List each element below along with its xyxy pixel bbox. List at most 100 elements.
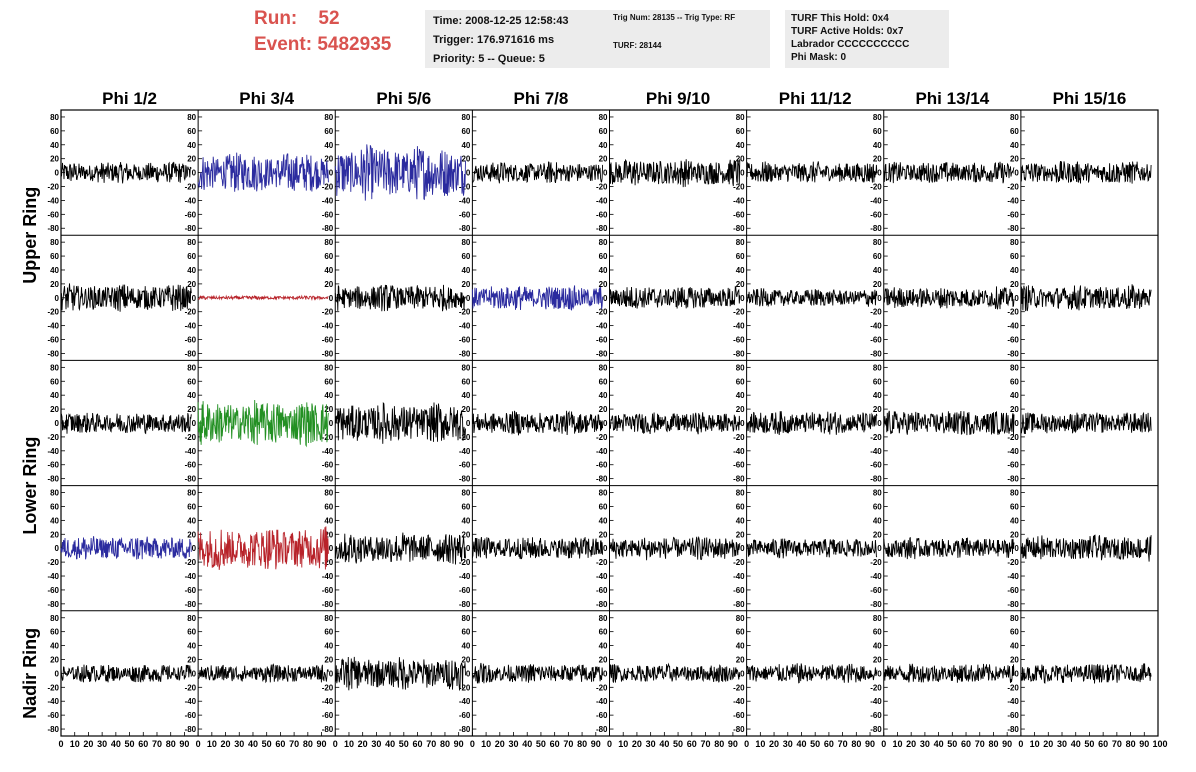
y-tick-label: 40 — [599, 391, 608, 400]
y-tick-label: 80 — [599, 238, 608, 247]
waveform-trace — [1020, 160, 1152, 184]
y-tick-label: 0 — [466, 294, 471, 303]
y-tick-label: 80 — [736, 489, 745, 498]
y-tick-label: 40 — [736, 391, 745, 400]
x-tick-label: 0 — [881, 739, 886, 749]
y-tick-label: -80 — [459, 475, 471, 484]
x-tick-label: 10 — [1030, 739, 1040, 749]
y-tick-label: 60 — [599, 127, 608, 136]
x-tick-label: 70 — [838, 739, 848, 749]
y-tick-label: 0 — [192, 669, 197, 678]
y-tick-label: 40 — [50, 266, 59, 275]
y-tick-label: 20 — [461, 155, 470, 164]
waveform-trace — [334, 532, 466, 565]
x-tick-label: 10 — [70, 739, 80, 749]
x-tick-label: 80 — [577, 739, 587, 749]
y-tick-label: -80 — [870, 224, 882, 233]
trig-num-text: Trig Num: 28135 -- Trig Type: RF — [613, 13, 736, 22]
y-tick-label: 0 — [192, 419, 197, 428]
y-tick-label: 0 — [466, 669, 471, 678]
y-tick-label: -20 — [733, 558, 745, 567]
y-tick-label: 20 — [1010, 655, 1019, 664]
y-tick-label: 20 — [324, 530, 333, 539]
x-tick-label: 90 — [1002, 739, 1012, 749]
y-tick-label: -60 — [1007, 336, 1019, 345]
x-tick-label: 20 — [1043, 739, 1053, 749]
y-tick-label: 80 — [187, 363, 196, 372]
waveform-trace — [746, 538, 878, 559]
y-tick-label: -40 — [870, 572, 882, 581]
y-tick-label: -20 — [870, 308, 882, 317]
y-tick-label: 60 — [873, 377, 882, 386]
y-tick-label: 40 — [873, 516, 882, 525]
x-tick-label: 50 — [673, 739, 683, 749]
y-tick-label: 0 — [466, 419, 471, 428]
y-tick-label: 60 — [187, 377, 196, 386]
y-tick-label: 60 — [324, 252, 333, 261]
x-tick-label: 10 — [344, 739, 354, 749]
y-tick-label: -20 — [596, 683, 608, 692]
x-tick-label: 80 — [303, 739, 313, 749]
waveform-trace — [1020, 284, 1152, 312]
y-tick-label: 80 — [50, 113, 59, 122]
waveform-trace — [883, 161, 1015, 184]
y-tick-label: -60 — [459, 461, 471, 470]
y-tick-label: -40 — [322, 697, 334, 706]
y-tick-label: 80 — [736, 113, 745, 122]
y-tick-label: 60 — [873, 502, 882, 511]
waveform-trace — [60, 664, 192, 683]
y-tick-label: 80 — [187, 614, 196, 623]
y-tick-label: 0 — [1014, 294, 1019, 303]
y-tick-label: -40 — [185, 447, 197, 456]
y-tick-label: 60 — [873, 127, 882, 136]
y-tick-label: 0 — [1014, 669, 1019, 678]
waveform-trace — [197, 663, 329, 684]
y-tick-label: 60 — [187, 252, 196, 261]
x-tick-label: 60 — [413, 739, 423, 749]
y-tick-label: 0 — [877, 544, 882, 553]
y-tick-label: 40 — [599, 642, 608, 651]
x-tick-label: 90 — [591, 739, 601, 749]
y-tick-label: 60 — [324, 502, 333, 511]
x-tick-label: 40 — [248, 739, 258, 749]
y-tick-label: 20 — [187, 655, 196, 664]
x-tick-label: 30 — [234, 739, 244, 749]
y-tick-label: -60 — [596, 336, 608, 345]
y-tick-label: -80 — [459, 600, 471, 609]
waveform-trace — [883, 537, 1015, 560]
waveform-trace — [471, 285, 604, 311]
y-tick-label: -80 — [185, 349, 197, 358]
x-tick-label: 30 — [646, 739, 656, 749]
x-tick-label: 100 — [1152, 739, 1167, 749]
y-tick-label: -20 — [185, 558, 197, 567]
x-tick-label: 60 — [961, 739, 971, 749]
y-tick-label: 60 — [461, 502, 470, 511]
y-tick-label: -80 — [185, 475, 197, 484]
y-tick-label: -40 — [459, 697, 471, 706]
waveform-trace — [883, 286, 1015, 310]
y-tick-label: -60 — [47, 336, 59, 345]
y-tick-label: 80 — [50, 363, 59, 372]
y-tick-label: 60 — [736, 502, 745, 511]
y-tick-label: 40 — [461, 266, 470, 275]
x-tick-label: 0 — [1018, 739, 1023, 749]
y-tick-label: -80 — [322, 349, 334, 358]
y-tick-label: -20 — [47, 683, 59, 692]
y-tick-label: 0 — [1014, 169, 1019, 178]
y-tick-label: -40 — [322, 447, 334, 456]
y-tick-label: 80 — [50, 489, 59, 498]
y-tick-label: 60 — [736, 127, 745, 136]
y-tick-label: 0 — [1014, 419, 1019, 428]
y-tick-label: -60 — [596, 461, 608, 470]
waveform-trace — [334, 402, 466, 444]
waveform-trace — [609, 535, 741, 561]
y-tick-label: -40 — [322, 196, 334, 205]
y-tick-label: -20 — [733, 308, 745, 317]
y-tick-label: -80 — [1007, 600, 1019, 609]
y-tick-label: 60 — [50, 252, 59, 261]
y-tick-label: -20 — [733, 183, 745, 192]
x-tick-label: 20 — [83, 739, 93, 749]
y-tick-label: -60 — [870, 711, 882, 720]
turf-info-box: TURF This Hold: 0x4 TURF Active Holds: 0… — [785, 10, 949, 68]
x-tick-label: 50 — [1084, 739, 1094, 749]
